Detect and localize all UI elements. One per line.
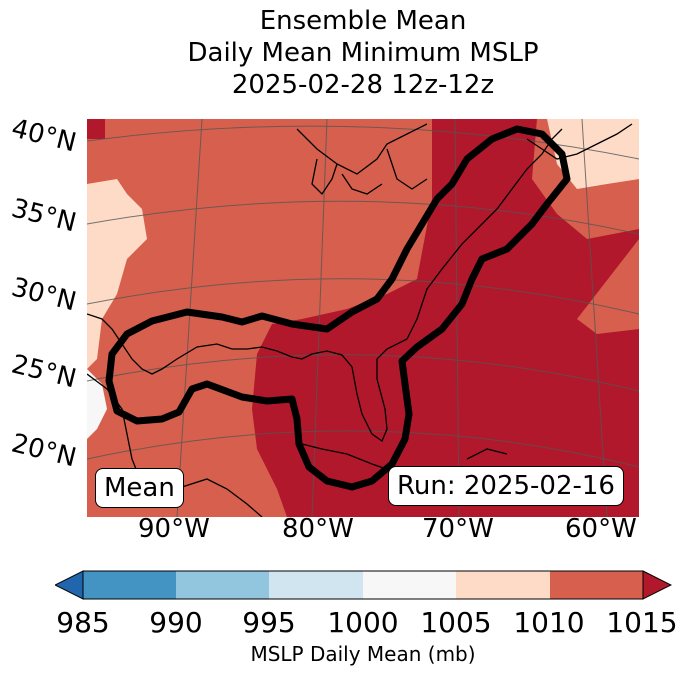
- field-1000-1005: [87, 369, 107, 439]
- colorbar-bin-990-995: [176, 571, 269, 599]
- lat-label-20: 20°N: [8, 428, 80, 474]
- colorbar-bin-1010-1015: [550, 571, 643, 599]
- field-corner: [87, 119, 105, 139]
- colorbar-tick-995: 995: [242, 606, 296, 639]
- colorbar-bin-985-990: [83, 571, 176, 599]
- colorbar-extend-high: [642, 570, 672, 600]
- lon-label-60w: 60°W: [565, 514, 637, 544]
- colorbar-tick-1015: 1015: [606, 606, 678, 639]
- map-panel: [87, 119, 639, 517]
- lon-label-80w: 80°W: [282, 514, 354, 544]
- lat-label-35: 35°N: [8, 193, 80, 239]
- colorbar-tick-1000: 1000: [327, 606, 399, 639]
- colorbar-label: MSLP Daily Mean (mb): [250, 642, 476, 666]
- title-line-1: Ensemble Mean: [259, 6, 467, 36]
- colorbar: [55, 570, 672, 600]
- colorbar-bin-1005-1010: [456, 571, 550, 599]
- lat-label-25: 25°N: [8, 349, 80, 395]
- colorbar-bin-995-1000: [269, 571, 363, 599]
- field-1005-1010: [87, 119, 639, 369]
- run-date-box: Run: 2025-02-16: [388, 466, 624, 506]
- lat-label-40: 40°N: [8, 113, 80, 159]
- title-line-3: 2025-02-28 12z-12z: [231, 70, 495, 100]
- lon-label-90w: 90°W: [138, 514, 210, 544]
- graticule: [87, 119, 639, 517]
- title-line-2: Daily Mean Minimum MSLP: [187, 38, 539, 68]
- colorbar-tick-1010: 1010: [513, 606, 585, 639]
- legend-mean-box: Mean: [95, 468, 184, 508]
- colorbar-extend-low: [55, 570, 84, 600]
- lon-label-70w: 70°W: [422, 514, 494, 544]
- colorbar-tick-985: 985: [56, 606, 110, 639]
- mean-contour: [105, 125, 571, 491]
- colorbar-tick-990: 990: [149, 606, 203, 639]
- colorbar-bin-1000-1005: [363, 571, 456, 599]
- lat-label-30: 30°N: [8, 272, 80, 318]
- colorbar-tick-1005: 1005: [420, 606, 492, 639]
